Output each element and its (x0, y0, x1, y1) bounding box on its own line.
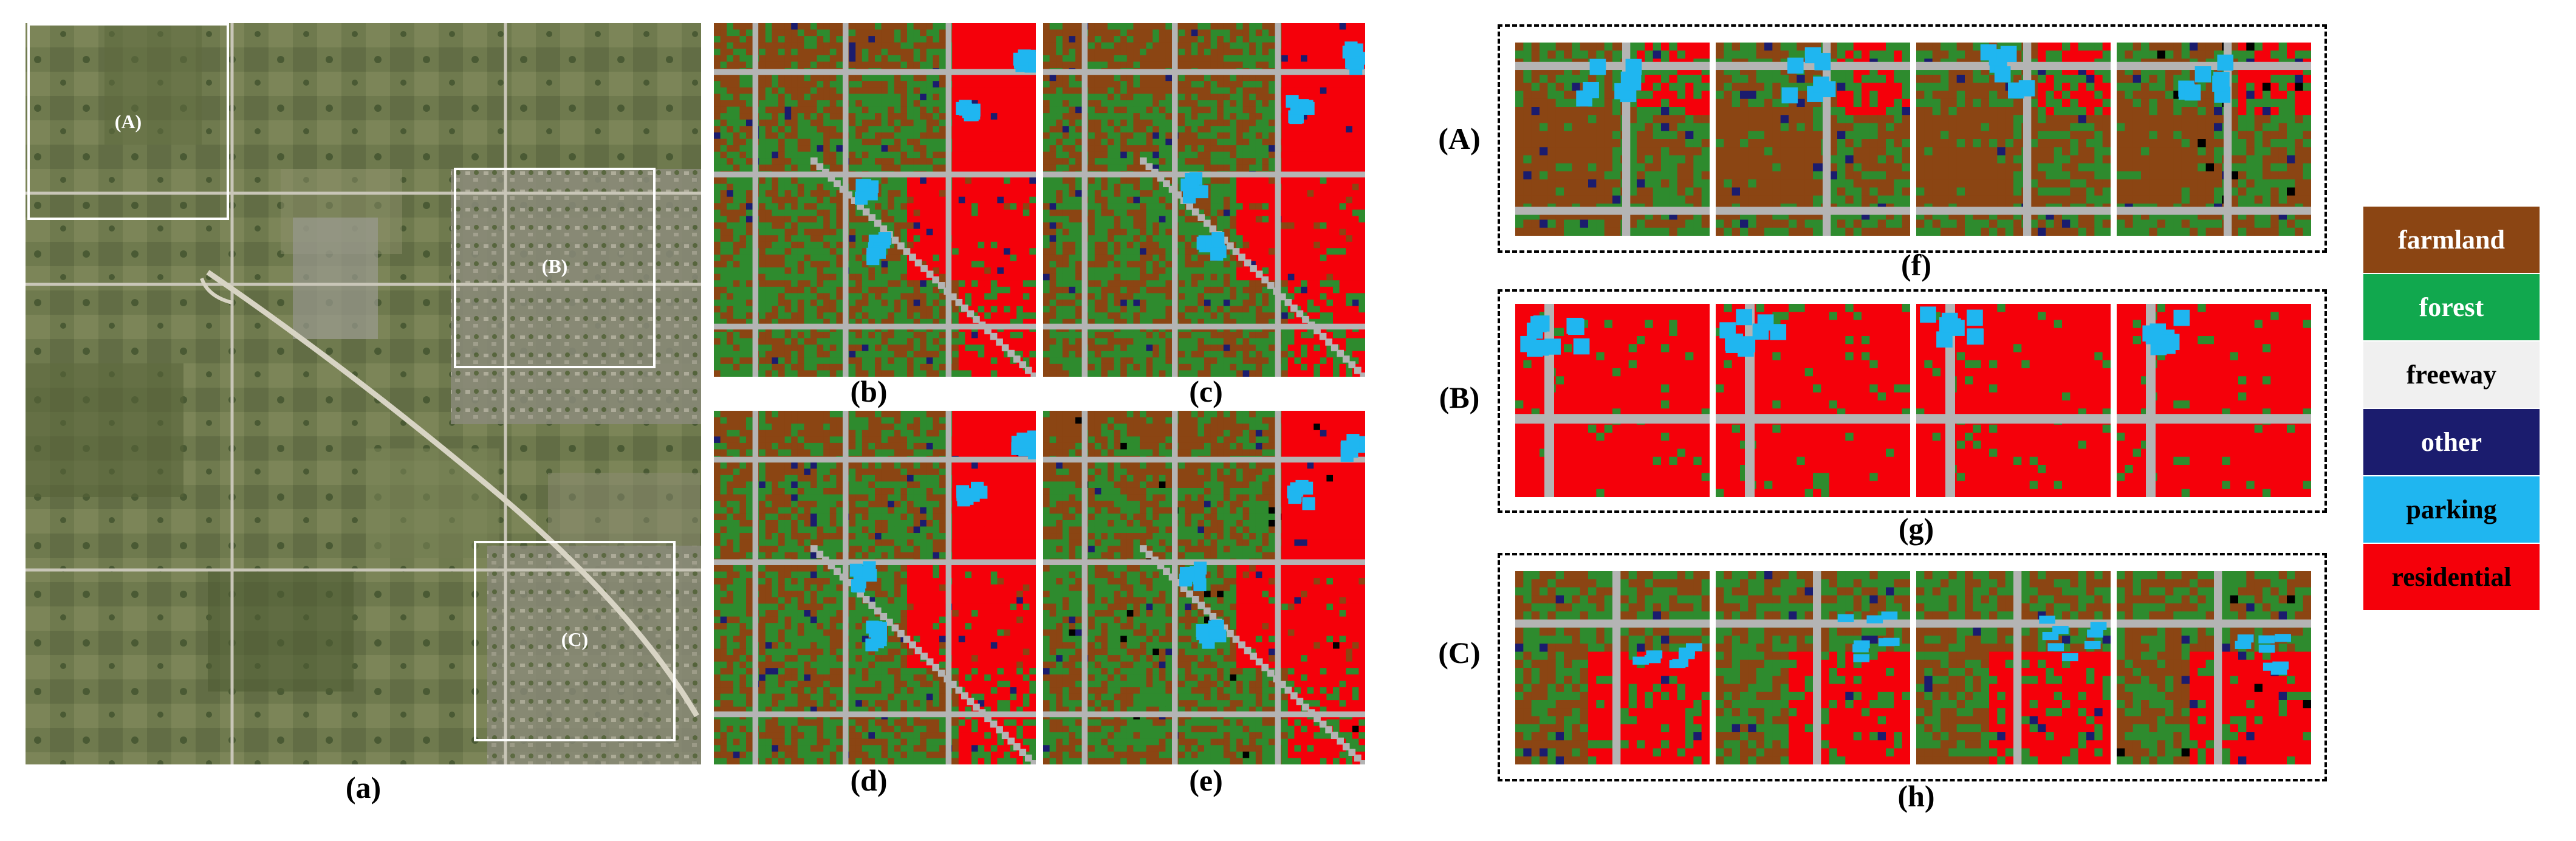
legend: farmland forest freeway other parking re… (2363, 207, 2540, 611)
zoom-a-4 (2117, 43, 2311, 236)
inset-box-c: (C) (474, 541, 676, 741)
map-panel-b (714, 23, 1036, 377)
legend-label: parking (2406, 495, 2497, 524)
zoom-b-4 (2117, 304, 2311, 497)
map-panel-d (714, 411, 1036, 764)
legend-label: farmland (2398, 225, 2505, 255)
legend-label: freeway (2406, 360, 2497, 390)
row-label-c: (C) (1438, 636, 1481, 670)
zoom-c-1 (1515, 571, 1710, 764)
row-label-a: (A) (1438, 122, 1481, 156)
row-label-b: (B) (1439, 380, 1480, 414)
legend-label: residential (2391, 562, 2512, 592)
zoom-c-2 (1716, 571, 1910, 764)
inset-box-a: (A) (27, 23, 229, 220)
legend-label: other (2420, 427, 2482, 457)
caption-b: (b) (850, 374, 888, 408)
caption-g: (g) (1898, 512, 1934, 546)
zoom-a-1 (1515, 43, 1710, 236)
legend-item-other: other (2363, 409, 2540, 475)
inset-label-a: (A) (114, 111, 142, 132)
caption-f: (f) (1901, 248, 1931, 282)
row-box-b (1498, 289, 2327, 513)
zoom-b-3 (1916, 304, 2111, 497)
aerial-image-panel (26, 23, 701, 764)
zoom-b-1 (1515, 304, 1710, 497)
zoom-c-3 (1916, 571, 2111, 764)
inset-label-b: (B) (541, 255, 568, 277)
caption-d: (d) (850, 763, 888, 797)
inset-label-c: (C) (561, 628, 589, 650)
caption-a: (a) (345, 771, 382, 805)
zoom-c-4 (2117, 571, 2311, 764)
aerial-image (26, 23, 701, 764)
legend-item-forest: forest (2363, 274, 2540, 340)
legend-item-farmland: farmland (2363, 207, 2540, 273)
row-box-a (1498, 24, 2327, 253)
zoom-a-3 (1916, 43, 2111, 236)
legend-item-parking: parking (2363, 476, 2540, 543)
legend-item-residential: residential (2363, 544, 2540, 610)
zoom-a-2 (1716, 43, 1910, 236)
legend-label: forest (2419, 292, 2484, 322)
map-panel-c (1043, 23, 1365, 377)
caption-c: (c) (1189, 374, 1223, 408)
caption-h: (h) (1897, 779, 1935, 813)
zoom-b-2 (1716, 304, 1910, 497)
map-panel-e (1043, 411, 1365, 764)
inset-box-b: (B) (454, 168, 656, 368)
row-box-c (1498, 553, 2327, 781)
caption-e: (e) (1189, 763, 1223, 797)
legend-item-freeway: freeway (2363, 342, 2540, 408)
